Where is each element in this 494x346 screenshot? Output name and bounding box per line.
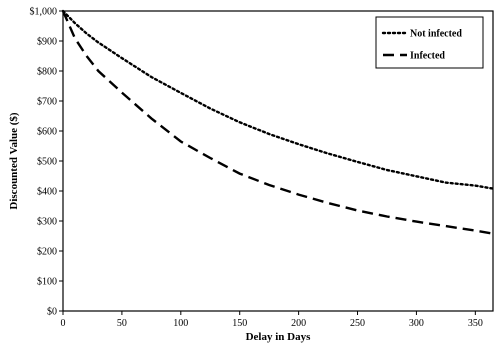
y-tick-label: $500: [37, 157, 57, 168]
y-tick-label: $300: [37, 217, 57, 228]
x-tick-label: 350: [468, 318, 483, 329]
series-layer: [61, 9, 494, 235]
x-tick-label: 100: [173, 318, 188, 329]
x-tick-label: 150: [232, 318, 247, 329]
y-tick-label: $900: [37, 37, 57, 48]
y-tick-label: $600: [37, 127, 57, 138]
y-tick-label: $700: [37, 97, 57, 108]
y-tick-label: $1,000: [30, 7, 58, 18]
y-tick-label: $200: [37, 247, 57, 258]
x-tick-label: 0: [61, 318, 66, 329]
y-axis-title: Discounted Value ($): [8, 112, 20, 210]
legend-box: [375, 16, 484, 69]
x-tick-label: 200: [291, 318, 306, 329]
series-line-infected: [61, 10, 494, 235]
y-axis-ticks: $0 $100 $200 $300 $400 $500 $600 $700 $800 $900 $1…: [30, 7, 63, 318]
y-tick-label: $800: [37, 67, 57, 78]
x-axis-title: Delay in Days: [246, 331, 312, 343]
legend-label-not-infected: Not infected: [410, 29, 462, 40]
y-tick-label: $0: [47, 307, 57, 318]
x-tick-label: 300: [409, 318, 424, 329]
y-tick-label: $100: [37, 277, 57, 288]
x-tick-label: 50: [117, 318, 127, 329]
x-axis-ticks: 0 50 100 150 200 250 300 350: [61, 311, 483, 329]
legend: Not infected Infected: [375, 16, 484, 69]
x-tick-label: 250: [350, 318, 365, 329]
legend-label-infected: Infected: [410, 51, 445, 62]
y-tick-label: $400: [37, 187, 57, 198]
series-line-not-infected: [61, 9, 494, 190]
